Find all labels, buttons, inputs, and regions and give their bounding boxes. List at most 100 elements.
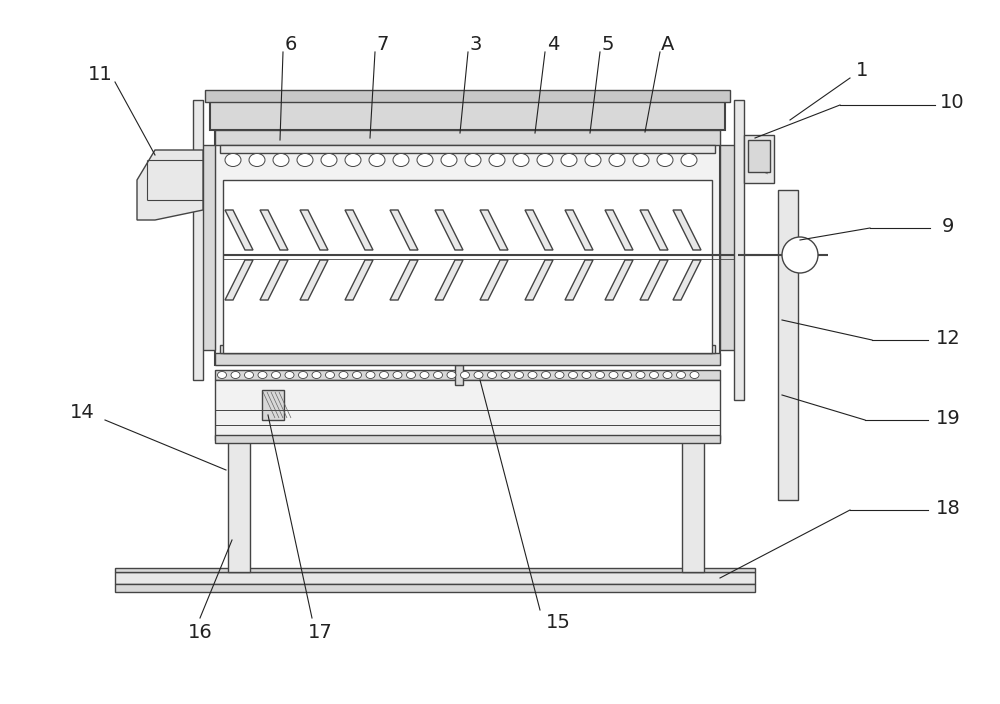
Bar xyxy=(220,145,715,153)
Ellipse shape xyxy=(585,153,601,167)
Ellipse shape xyxy=(380,372,388,379)
Polygon shape xyxy=(300,210,328,250)
Ellipse shape xyxy=(488,372,496,379)
Ellipse shape xyxy=(561,153,577,167)
Ellipse shape xyxy=(514,372,524,379)
Polygon shape xyxy=(390,210,418,250)
Polygon shape xyxy=(435,260,463,300)
Polygon shape xyxy=(565,260,593,300)
Ellipse shape xyxy=(434,372,442,379)
Ellipse shape xyxy=(417,153,433,167)
Ellipse shape xyxy=(633,153,649,167)
Ellipse shape xyxy=(681,153,697,167)
Polygon shape xyxy=(480,210,508,250)
Text: A: A xyxy=(661,34,675,54)
Polygon shape xyxy=(390,260,418,300)
Bar xyxy=(220,345,715,353)
Ellipse shape xyxy=(231,372,240,379)
Polygon shape xyxy=(525,260,553,300)
Bar xyxy=(215,130,720,365)
Ellipse shape xyxy=(273,153,289,167)
Bar xyxy=(215,130,720,145)
Polygon shape xyxy=(673,260,701,300)
Text: 9: 9 xyxy=(942,217,954,236)
Ellipse shape xyxy=(622,372,632,379)
Text: 12: 12 xyxy=(936,329,960,348)
Ellipse shape xyxy=(690,372,699,379)
Bar xyxy=(115,568,755,572)
Polygon shape xyxy=(260,260,288,300)
Ellipse shape xyxy=(321,153,337,167)
Ellipse shape xyxy=(501,372,510,379)
Ellipse shape xyxy=(420,372,429,379)
Polygon shape xyxy=(137,150,203,220)
Bar xyxy=(778,190,798,500)
Ellipse shape xyxy=(609,153,625,167)
Polygon shape xyxy=(260,210,288,250)
Bar xyxy=(210,100,725,130)
Polygon shape xyxy=(525,210,553,250)
Bar xyxy=(197,145,215,350)
Polygon shape xyxy=(640,260,668,300)
Bar xyxy=(720,145,738,350)
Polygon shape xyxy=(480,260,508,300)
Ellipse shape xyxy=(225,153,241,167)
Bar xyxy=(115,572,755,584)
Ellipse shape xyxy=(272,372,280,379)
Text: 7: 7 xyxy=(377,34,389,54)
Bar xyxy=(215,370,720,380)
Polygon shape xyxy=(435,210,463,250)
Bar xyxy=(734,100,744,400)
Ellipse shape xyxy=(285,372,294,379)
Ellipse shape xyxy=(326,372,334,379)
Text: 11: 11 xyxy=(88,65,112,84)
Text: 5: 5 xyxy=(602,34,614,54)
Ellipse shape xyxy=(312,372,321,379)
Bar xyxy=(205,90,730,102)
Ellipse shape xyxy=(366,372,375,379)
Text: 16: 16 xyxy=(188,622,212,641)
Ellipse shape xyxy=(650,372,658,379)
Polygon shape xyxy=(565,210,593,250)
Polygon shape xyxy=(605,260,633,300)
Polygon shape xyxy=(640,210,668,250)
Text: 3: 3 xyxy=(470,34,482,54)
Bar xyxy=(215,353,720,365)
Polygon shape xyxy=(300,260,328,300)
Ellipse shape xyxy=(297,153,313,167)
Text: 19: 19 xyxy=(936,408,960,427)
Polygon shape xyxy=(345,210,373,250)
Text: 15: 15 xyxy=(546,612,570,631)
Ellipse shape xyxy=(393,372,402,379)
Text: 18: 18 xyxy=(936,498,960,517)
Bar xyxy=(682,440,704,572)
Text: 1: 1 xyxy=(856,61,868,80)
Ellipse shape xyxy=(218,372,226,379)
Ellipse shape xyxy=(513,153,529,167)
Ellipse shape xyxy=(676,372,686,379)
Ellipse shape xyxy=(298,372,308,379)
Bar xyxy=(115,584,755,592)
Polygon shape xyxy=(225,210,253,250)
Bar xyxy=(215,380,720,440)
Bar xyxy=(262,390,284,420)
Ellipse shape xyxy=(537,153,553,167)
Circle shape xyxy=(782,237,818,273)
Ellipse shape xyxy=(369,153,385,167)
Text: 6: 6 xyxy=(285,34,297,54)
Polygon shape xyxy=(225,260,253,300)
Ellipse shape xyxy=(244,372,254,379)
Ellipse shape xyxy=(582,372,591,379)
Ellipse shape xyxy=(345,153,361,167)
Ellipse shape xyxy=(352,372,362,379)
Ellipse shape xyxy=(489,153,505,167)
Ellipse shape xyxy=(393,153,409,167)
Bar xyxy=(228,440,250,572)
Ellipse shape xyxy=(460,372,470,379)
Ellipse shape xyxy=(406,372,416,379)
Polygon shape xyxy=(345,260,373,300)
Ellipse shape xyxy=(609,372,618,379)
Ellipse shape xyxy=(528,372,537,379)
Ellipse shape xyxy=(441,153,457,167)
Ellipse shape xyxy=(258,372,267,379)
